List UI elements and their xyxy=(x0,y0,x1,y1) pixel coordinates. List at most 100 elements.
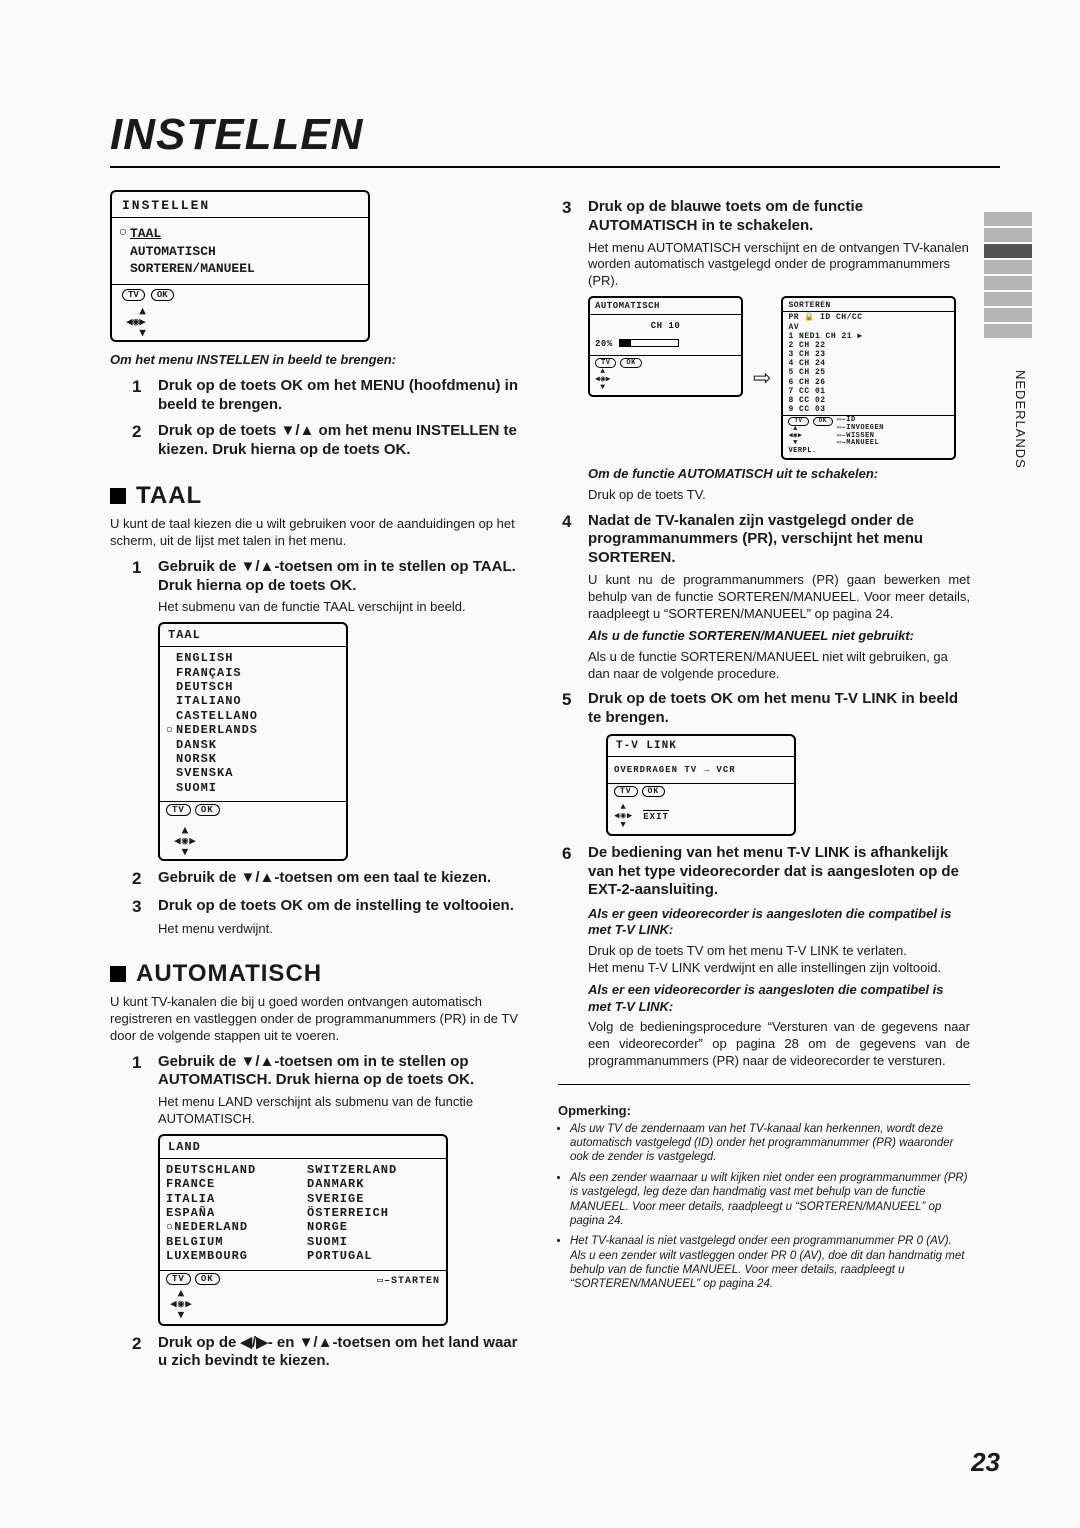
paragraph: Volg de bedieningsprocedure “Versturen v… xyxy=(588,1019,970,1070)
step: 6 De bediening van het menu T-V LINK is … xyxy=(562,844,970,900)
step-text: Nadat de TV-kanalen zijn vastgelegd onde… xyxy=(588,512,970,568)
progress-bar xyxy=(619,339,679,347)
page-number: 23 xyxy=(971,1447,1000,1478)
left-column: INSTELLEN ○TAAL AUTOMATISCH SORTEREN/MAN… xyxy=(110,190,522,1375)
subheading: Als u de functie SORTEREN/MANUEEL niet g… xyxy=(588,628,970,644)
box-title: AUTOMATISCH xyxy=(595,301,736,311)
tv-link-menu: T-V LINK OVERDRAGEN TV → VCR TVOK ▲◀◉▶ ▼… xyxy=(606,734,796,836)
sort-row: 5 CH 25 xyxy=(788,368,949,377)
box-title: SORTEREN xyxy=(788,301,949,310)
step: 5 Druk op de toets OK om het menu T-V LI… xyxy=(562,690,970,728)
lang: CASTELLANO xyxy=(176,709,258,723)
land: LUXEMBOURG xyxy=(166,1249,248,1263)
step-sub: U kunt nu de programmanummers (PR) gaan … xyxy=(588,572,970,623)
lang: DEUTSCH xyxy=(176,680,233,694)
land: NORGE xyxy=(307,1220,440,1234)
sort-head: PR 🔒 ID CH/CC xyxy=(788,313,949,322)
joystick-icon: ▲◀◉▶ ▼ xyxy=(595,368,736,392)
section-taal: TAAL xyxy=(110,482,522,510)
land: DANMARK xyxy=(307,1177,440,1191)
step-number: 1 xyxy=(132,1053,148,1091)
note-heading: Opmerking: xyxy=(558,1103,970,1118)
lang: FRANÇAIS xyxy=(176,666,242,680)
channel-label: CH 10 xyxy=(595,317,736,335)
step-number: 1 xyxy=(132,558,148,596)
step: 2 Druk op de ◀/▶- en ▼/▲-toetsen om het … xyxy=(132,1334,522,1372)
verpl-label: VERPL. xyxy=(788,447,832,455)
land: DEUTSCHLAND xyxy=(166,1163,256,1177)
step-number: 2 xyxy=(132,1334,148,1372)
joystick-icon: ▲◀◉▶ ▼ xyxy=(126,305,368,338)
land: PORTUGAL xyxy=(307,1249,440,1263)
auto-progress-box: AUTOMATISCH CH 10 20% TVOK ▲◀◉▶ ▼ xyxy=(588,296,743,397)
lang: NORSK xyxy=(176,752,217,766)
joystick-icon: ▲◀◉▶ ▼ xyxy=(614,803,633,830)
square-icon xyxy=(110,966,126,982)
note-item: Als uw TV de zendernaam van het TV-kanaa… xyxy=(570,1122,970,1165)
arrow-icon: ⇨ xyxy=(753,365,771,391)
subheading: Als er een videorecorder is aangesloten … xyxy=(588,982,970,1015)
section-heading: TAAL xyxy=(136,482,202,510)
caption: Om het menu INSTELLEN in beeld te brenge… xyxy=(110,352,522,367)
sort-row: 3 CH 23 xyxy=(788,350,949,359)
sort-row: AV xyxy=(788,323,949,332)
sort-row: 2 CH 22 xyxy=(788,341,949,350)
land: ESPAÑA xyxy=(166,1206,215,1220)
step-text: De bediening van het menu T-V LINK is af… xyxy=(588,844,970,900)
sort-row: 6 CH 26 xyxy=(788,378,949,387)
step-text: Druk op de toets ▼/▲ om het menu INSTELL… xyxy=(158,422,522,460)
box-title: TAAL xyxy=(160,624,346,646)
section-auto: AUTOMATISCH xyxy=(110,960,522,988)
step: 3 Druk op de blauwe toets om de functie … xyxy=(562,198,970,236)
land: SVERIGE xyxy=(307,1192,440,1206)
step: 1 Gebruik de ▼/▲-toetsen om in te stelle… xyxy=(132,1053,522,1091)
step-sub: Het menu verdwijnt. xyxy=(158,921,522,938)
step-number: 3 xyxy=(132,897,148,917)
tv-link-row: OVERDRAGEN TV → VCR xyxy=(608,757,794,783)
step-number: 2 xyxy=(132,869,148,889)
land: FRANCE xyxy=(166,1177,215,1191)
paragraph: U kunt TV-kanalen die bij u goed worden … xyxy=(110,994,522,1045)
land: BELGIUM xyxy=(166,1235,223,1249)
step-text: Druk op de blauwe toets om de functie AU… xyxy=(588,198,970,236)
paragraph: Druk op de toets TV om het menu T-V LINK… xyxy=(588,943,970,960)
joystick-icon: ▲◀◉▶ ▼ xyxy=(788,426,832,447)
step-text: Druk op de toets OK om het menu T-V LINK… xyxy=(588,690,970,728)
paragraph: Als u de functie SORTEREN/MANUEEL niet w… xyxy=(588,649,970,683)
step-number: 1 xyxy=(132,377,148,415)
step-number: 4 xyxy=(562,512,578,568)
menu-instellen: INSTELLEN ○TAAL AUTOMATISCH SORTEREN/MAN… xyxy=(110,190,370,342)
taal-menu: TAAL ENGLISH FRANÇAIS DEUTSCH ITALIANO C… xyxy=(158,622,348,861)
step-number: 6 xyxy=(562,844,578,900)
ok-badge: OK xyxy=(151,289,174,301)
lang: NEDERLANDS xyxy=(176,723,258,737)
step-number: 5 xyxy=(562,690,578,728)
step-text: Druk op de toets OK om de instelling te … xyxy=(158,897,514,917)
land: ITALIA xyxy=(166,1192,215,1206)
note-list: Als uw TV de zendernaam van het TV-kanaa… xyxy=(570,1122,970,1292)
joystick-icon: ▲◀◉▶ ▼ xyxy=(174,824,346,857)
box-title: T-V LINK xyxy=(608,736,794,756)
land: SWITZERLAND xyxy=(307,1163,440,1177)
step-sub: Het submenu van de functie TAAL verschij… xyxy=(158,599,522,616)
right-column: 3 Druk op de blauwe toets om de functie … xyxy=(558,190,1000,1375)
land: SUOMI xyxy=(307,1235,440,1249)
land: NEDERLAND xyxy=(174,1220,248,1234)
page-title: INSTELLEN xyxy=(110,110,1000,160)
sort-row: 8 CC 02 xyxy=(788,396,949,405)
step: 1 Gebruik de ▼/▲-toetsen om in te stelle… xyxy=(132,558,522,596)
lang: ENGLISH xyxy=(176,651,233,665)
subheading: Als er geen videorecorder is aangesloten… xyxy=(588,906,970,939)
lang: ITALIANO xyxy=(176,694,242,708)
step: 4 Nadat de TV-kanalen zijn vastgelegd on… xyxy=(562,512,970,568)
step-text: Druk op de toets OK om het MENU (hoofdme… xyxy=(158,377,522,415)
land: ÖSTERREICH xyxy=(307,1206,440,1220)
step-text: Gebruik de ▼/▲-toetsen om in te stellen … xyxy=(158,558,522,596)
legend: –MANUEEL xyxy=(842,439,880,447)
step-sub: Druk op de toets TV. xyxy=(588,487,970,504)
menu-item: TAAL xyxy=(130,225,161,243)
exit-label: EXIT xyxy=(643,810,669,822)
menu-item: SORTEREN/MANUEEL xyxy=(130,260,255,278)
step: 3 Druk op de toets OK om de instelling t… xyxy=(132,897,522,917)
menu-title: INSTELLEN xyxy=(112,192,368,217)
